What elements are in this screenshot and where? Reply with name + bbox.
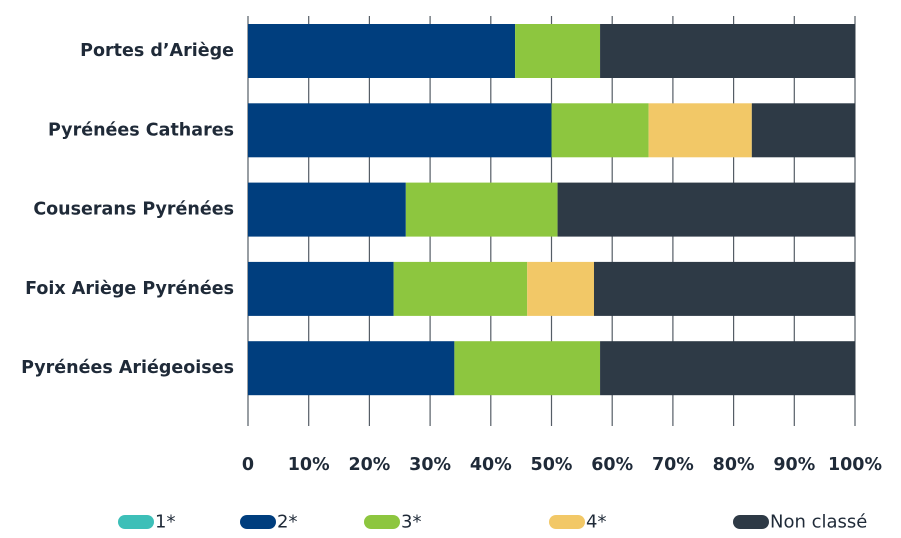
bar-pyrenees-cathares-non-classe: [751, 103, 855, 158]
category-label-portes-d-ariege: Portes d’Ariège: [80, 41, 234, 61]
x-tick-label: 20%: [348, 455, 390, 475]
bar-foix-ariege-pyrenees-non-classe: [593, 261, 855, 316]
x-tick-label: 50%: [531, 455, 573, 475]
category-label-pyrenees-cathares: Pyrénées Cathares: [48, 120, 234, 140]
legend: 1* 2* 3* 4* Non classé: [118, 512, 867, 533]
legend-swatch-1: [118, 515, 154, 529]
x-tick-label: 10%: [288, 455, 330, 475]
legend-label-2: 2*: [277, 512, 297, 533]
bars: [248, 24, 855, 396]
legend-swatch-3: [364, 515, 400, 529]
x-tick-label: 100%: [828, 455, 882, 475]
bar-couserans-pyrenees-3: [405, 182, 558, 237]
bar-portes-d-ariege-2: [248, 24, 516, 78]
category-labels: Portes d’Ariège Pyrénées Cathares Couseran…: [21, 41, 234, 378]
bar-foix-ariege-pyrenees-3: [393, 261, 528, 316]
bar-pyrenees-ariegeoises-non-classe: [600, 341, 855, 396]
legend-label-4: 4*: [586, 512, 606, 533]
bar-couserans-pyrenees-2: [248, 182, 406, 237]
bar-pyrenees-ariegeoises-2: [248, 341, 455, 396]
bar-pyrenees-cathares-3: [551, 103, 649, 158]
bar-foix-ariege-pyrenees-4: [527, 261, 594, 316]
x-tick-label: 60%: [591, 455, 633, 475]
legend-label-non-classe: Non classé: [770, 512, 867, 533]
legend-swatch-non-classe: [733, 515, 769, 529]
bar-pyrenees-cathares-4: [648, 103, 752, 158]
legend-label-3: 3*: [401, 512, 421, 533]
category-label-couserans-pyrenees: Couserans Pyrénées: [33, 200, 234, 220]
x-tick-label: 90%: [773, 455, 815, 475]
x-axis-tick-labels: 0 10% 20% 30% 40% 50% 60% 70% 80% 90% 100%: [242, 455, 882, 475]
bar-foix-ariege-pyrenees-2: [248, 261, 394, 316]
x-tick-label: 0: [242, 455, 254, 475]
legend-label-1: 1*: [155, 512, 175, 533]
bar-portes-d-ariege-non-classe: [600, 24, 855, 78]
bar-pyrenees-cathares-2: [248, 103, 552, 158]
category-label-foix-ariege-pyrenees: Foix Ariège Pyrénées: [25, 279, 234, 299]
legend-swatch-4: [549, 515, 585, 529]
x-tick-label: 70%: [652, 455, 694, 475]
x-tick-label: 80%: [713, 455, 755, 475]
legend-swatch-2: [240, 515, 276, 529]
category-label-pyrenees-ariegeoises: Pyrénées Ariégeoises: [21, 358, 234, 378]
bar-couserans-pyrenees-non-classe: [557, 182, 855, 237]
x-tick-label: 40%: [470, 455, 512, 475]
bar-portes-d-ariege-3: [515, 24, 601, 78]
x-tick-label: 30%: [409, 455, 451, 475]
bar-pyrenees-ariegeoises-3: [454, 341, 601, 396]
